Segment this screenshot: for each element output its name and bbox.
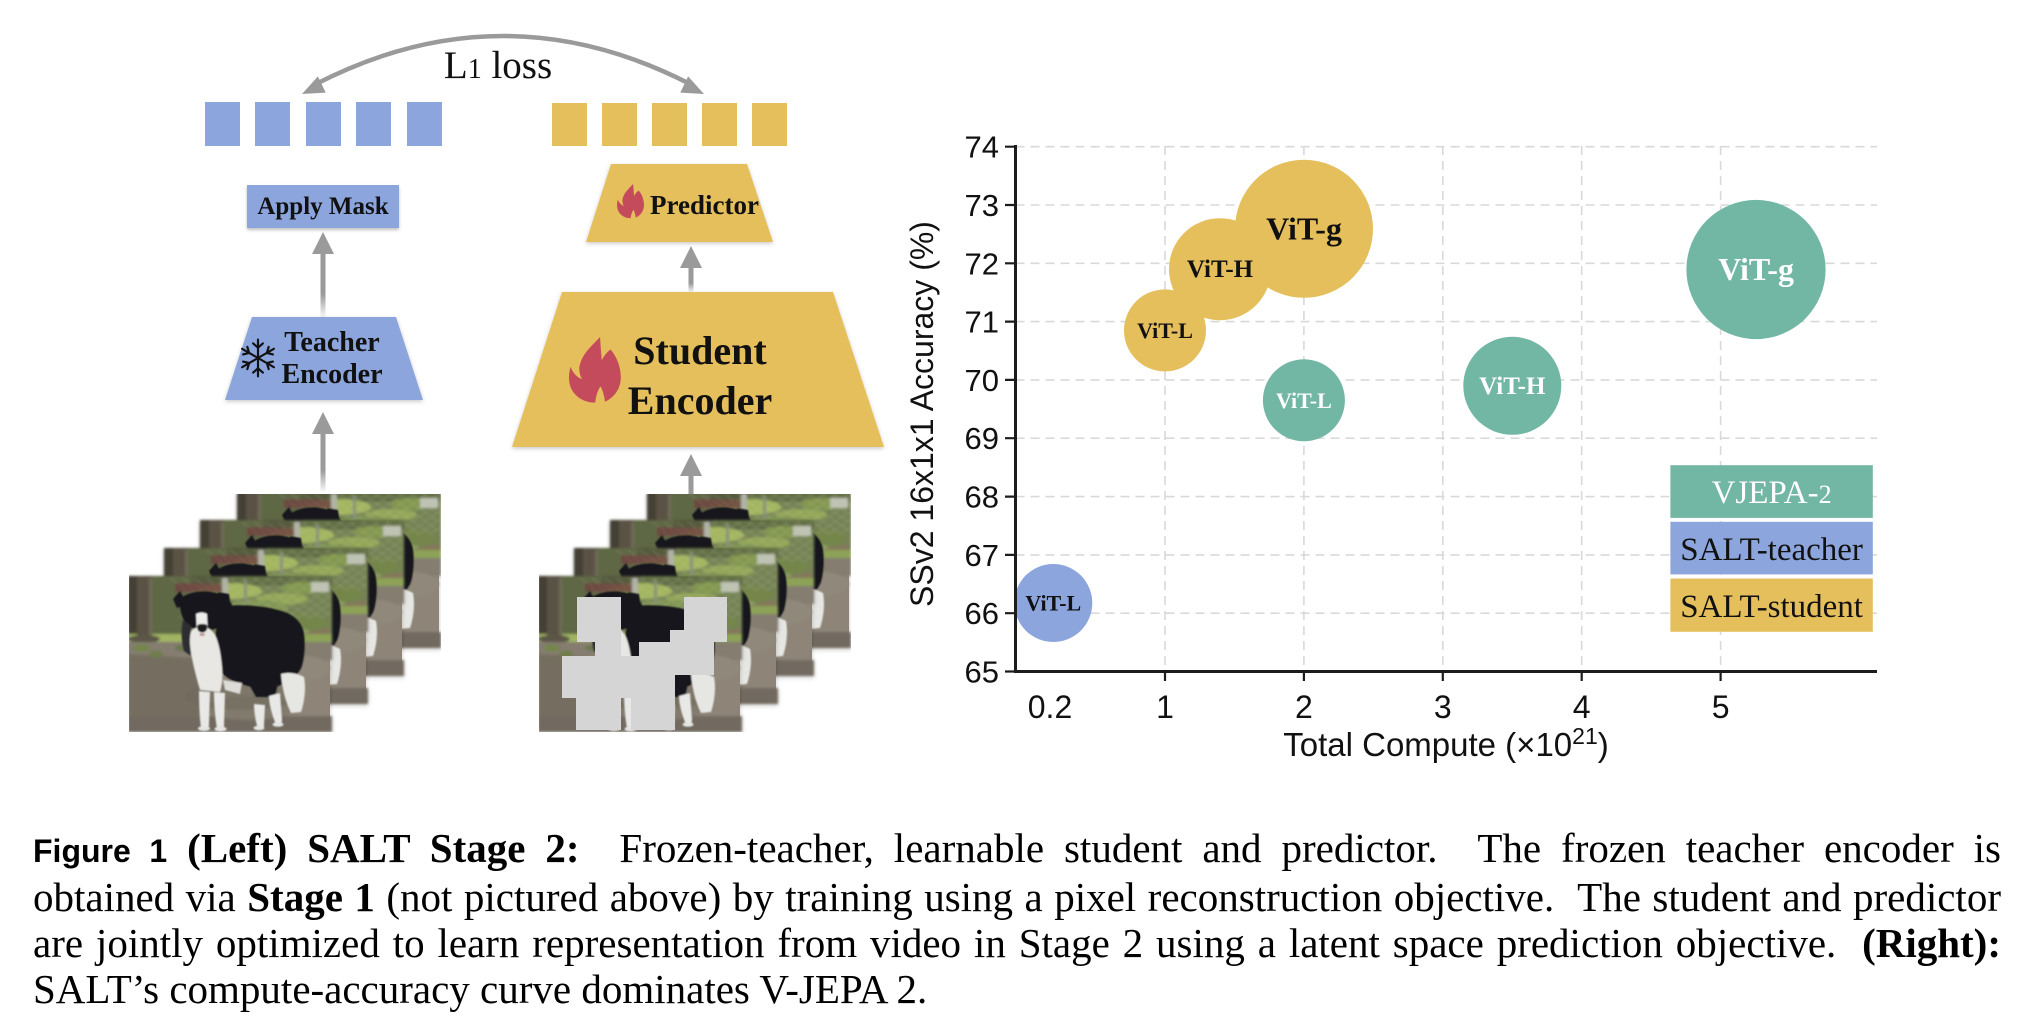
svg-text:1: 1 <box>1156 689 1174 725</box>
svg-text:SALT-student: SALT-student <box>1680 589 1863 625</box>
svg-text:4: 4 <box>1573 689 1591 725</box>
svg-text:3: 3 <box>1434 689 1452 725</box>
svg-text:74: 74 <box>965 130 999 165</box>
svg-text:ViT-H: ViT-H <box>1187 256 1254 283</box>
svg-text:66: 66 <box>965 596 999 631</box>
svg-text:ViT-g: ViT-g <box>1718 251 1794 287</box>
svg-text:65: 65 <box>965 655 999 690</box>
svg-text:ViT-L: ViT-L <box>1025 591 1081 616</box>
svg-text:69: 69 <box>965 421 999 456</box>
svg-text:72: 72 <box>965 246 999 281</box>
svg-text:67: 67 <box>965 538 999 573</box>
svg-text:2: 2 <box>1295 689 1313 725</box>
svg-text:ViT-L: ViT-L <box>1276 388 1332 413</box>
svg-text:VJEPA-2: VJEPA-2 <box>1712 475 1832 511</box>
svg-text:70: 70 <box>965 363 999 398</box>
svg-text:73: 73 <box>965 188 999 223</box>
svg-text:ViT-g: ViT-g <box>1266 211 1342 247</box>
svg-text:Total Compute (×1021): Total Compute (×1021) <box>1283 723 1609 763</box>
svg-text:68: 68 <box>965 480 999 515</box>
svg-text:0.2: 0.2 <box>1028 689 1072 725</box>
svg-text:SALT-teacher: SALT-teacher <box>1680 532 1863 568</box>
svg-text:ViT-L: ViT-L <box>1137 318 1193 343</box>
svg-text:SSv2 16x1x1 Accuracy (%): SSv2 16x1x1 Accuracy (%) <box>904 221 940 607</box>
svg-text:5: 5 <box>1712 689 1730 725</box>
svg-text:ViT-H: ViT-H <box>1479 373 1546 400</box>
svg-text:71: 71 <box>965 305 999 340</box>
